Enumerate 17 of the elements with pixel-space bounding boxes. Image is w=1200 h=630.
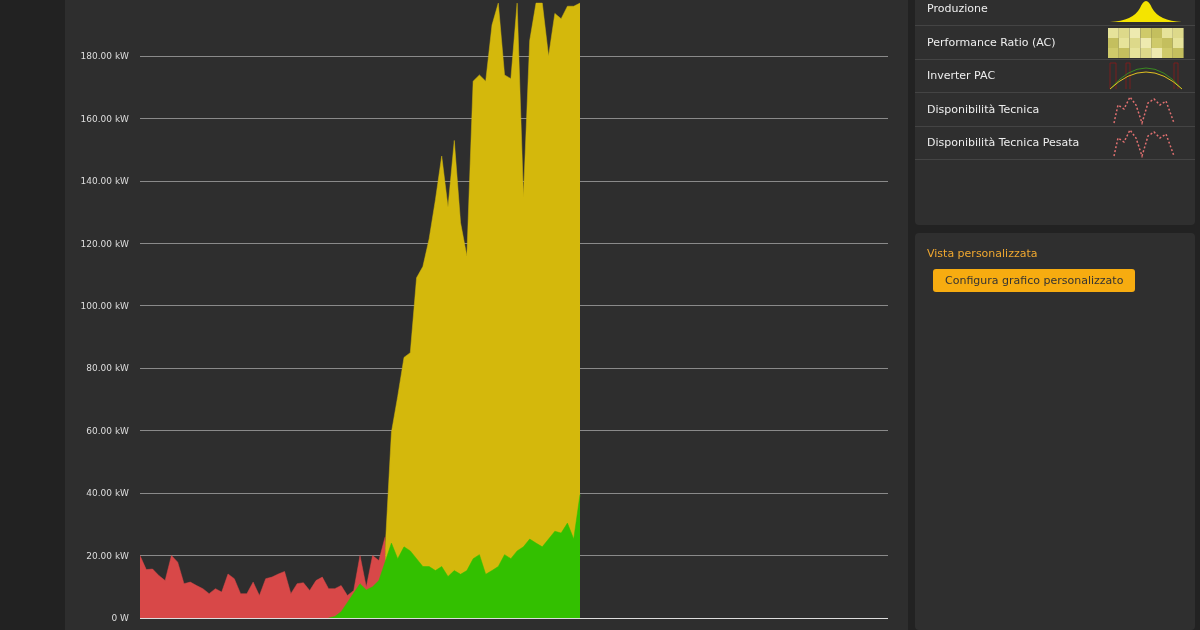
y-tick-label: 180.00 kW bbox=[80, 51, 130, 62]
text: Produzione bbox=[927, 2, 988, 15]
y-tick-label: 100.00 kW bbox=[80, 301, 130, 312]
text: Configura grafico personalizzato bbox=[933, 269, 1136, 292]
y-tick-label: 20.00 kW bbox=[86, 550, 130, 561]
text: Performance Ratio (AC) bbox=[927, 35, 1056, 49]
y-tick-label: 120.00 kW bbox=[80, 238, 130, 249]
y-tick-label: 60.00 kW bbox=[86, 425, 130, 436]
y-tick-label: 0 W bbox=[111, 613, 130, 624]
y-tick-label: 80.00 kW bbox=[86, 363, 130, 374]
text: Vista personalizzata bbox=[927, 247, 1038, 260]
text: Disponibilità Tecnica Pesata bbox=[927, 136, 1080, 149]
text: Inverter PAC bbox=[927, 69, 996, 82]
y-tick-label: 160.00 kW bbox=[80, 113, 130, 124]
y-tick-label: 40.00 kW bbox=[86, 488, 130, 499]
text: Disponibilità Tecnica bbox=[927, 102, 1040, 116]
y-tick-label: 140.00 kW bbox=[80, 176, 130, 187]
